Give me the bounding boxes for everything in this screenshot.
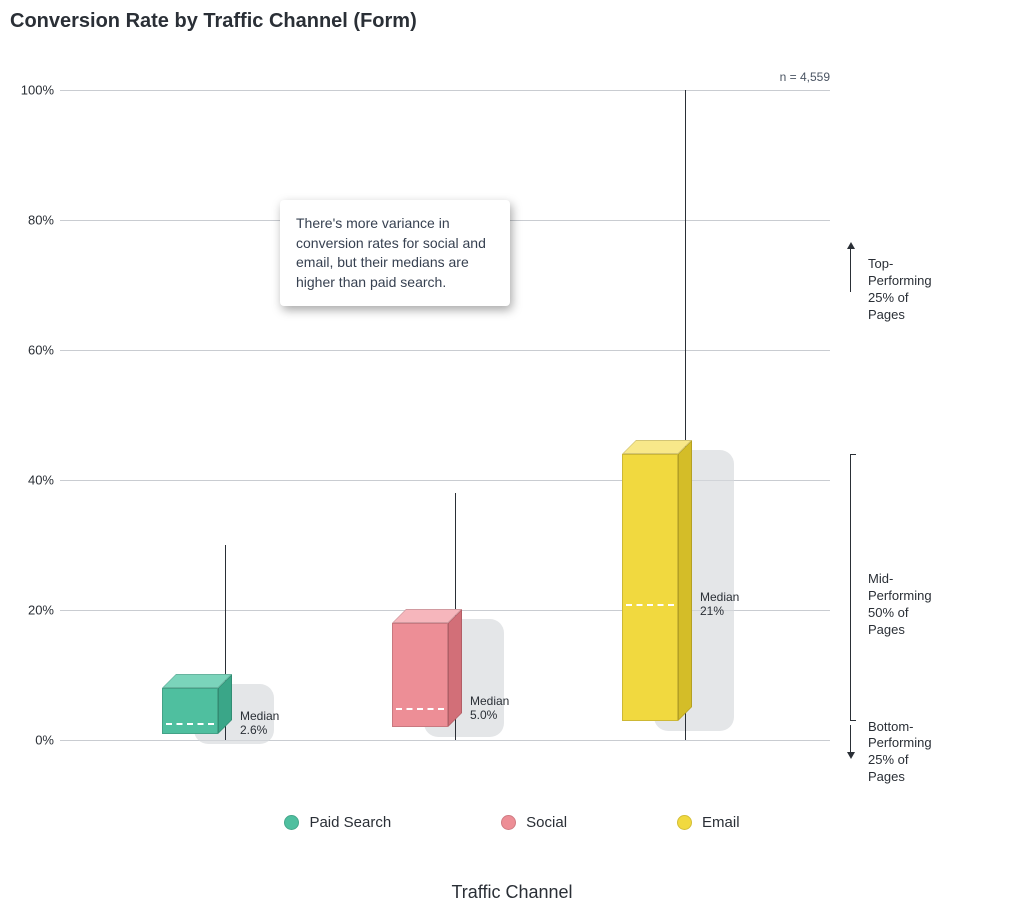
top-performing-arrow-icon	[850, 248, 851, 292]
bottom-performing-arrow-icon	[850, 725, 851, 753]
legend-label: Paid Search	[309, 814, 391, 831]
median-label: Median2.6%	[240, 709, 279, 738]
y-tick-label: 60%	[10, 343, 54, 358]
median-value: 21%	[700, 604, 724, 618]
legend-label: Email	[702, 814, 740, 831]
boxplot-plot-area: n = 4,559 0%20%40%60%80%100%Median2.6%Me…	[60, 90, 830, 740]
annotation-callout: There's more variance in conversion rate…	[280, 200, 510, 306]
median-word: Median	[700, 590, 739, 604]
median-value: 5.0%	[470, 708, 497, 722]
y-tick-label: 100%	[10, 83, 54, 98]
median-word: Median	[470, 694, 509, 708]
gridline	[60, 350, 830, 351]
median-line	[396, 708, 444, 710]
x-axis-label: Traffic Channel	[0, 882, 1024, 903]
median-line	[626, 604, 674, 606]
legend-swatch-icon	[501, 815, 516, 830]
y-tick-label: 0%	[10, 733, 54, 748]
box-side	[678, 440, 692, 721]
y-tick-label: 20%	[10, 603, 54, 618]
mid-performing-bracket-icon	[850, 454, 856, 721]
median-word: Median	[240, 709, 279, 723]
box-front	[392, 623, 448, 727]
top-performing-label: Top-Performing25% of Pages	[868, 256, 932, 324]
sample-size-label: n = 4,559	[780, 70, 830, 84]
gridline	[60, 740, 830, 741]
y-tick-label: 40%	[10, 473, 54, 488]
median-label: Median21%	[700, 590, 739, 619]
legend-item: Email	[677, 814, 740, 831]
legend-swatch-icon	[677, 815, 692, 830]
box-front	[622, 454, 678, 721]
legend-item: Social	[501, 814, 567, 831]
median-line	[166, 723, 214, 725]
color-legend: Paid Search Social Email	[0, 814, 1024, 831]
box-side	[448, 609, 462, 727]
mid-performing-label: Mid-Performing50% of Pages	[868, 571, 932, 639]
legend-label: Social	[526, 814, 567, 831]
bottom-performing-label: Bottom-Performing25% of Pages	[868, 719, 932, 787]
box-front	[162, 688, 218, 734]
legend-item: Paid Search	[284, 814, 391, 831]
median-value: 2.6%	[240, 723, 267, 737]
chart-title: Conversion Rate by Traffic Channel (Form…	[10, 10, 417, 33]
median-label: Median5.0%	[470, 694, 509, 723]
y-tick-label: 80%	[10, 213, 54, 228]
gridline	[60, 90, 830, 91]
legend-swatch-icon	[284, 815, 299, 830]
